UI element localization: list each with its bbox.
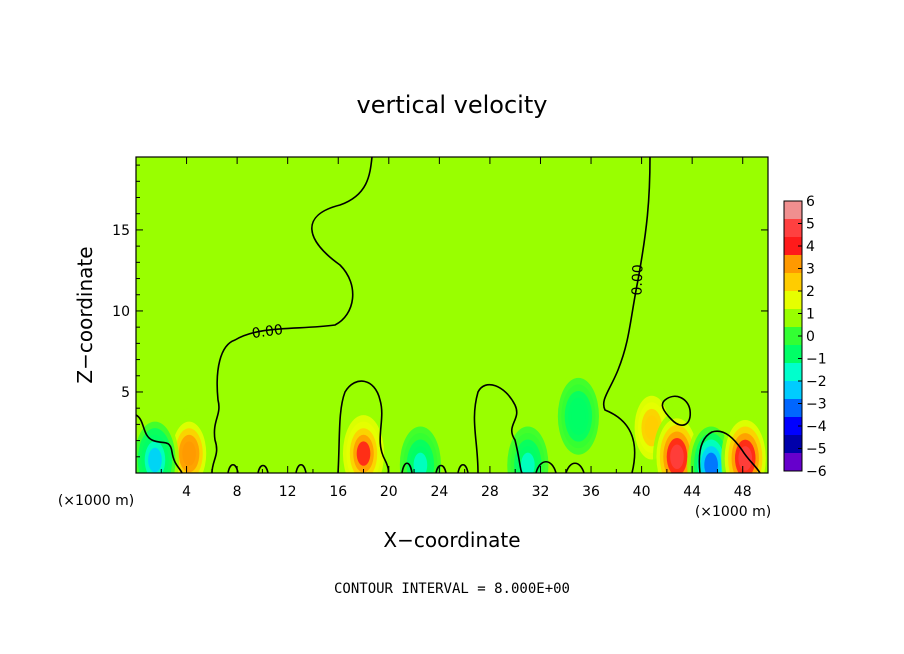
colorbar-label: −5 [806,442,827,458]
contour-line-ripples [227,460,585,473]
velocity-feature [339,408,388,473]
contour-line-bubble-28 [473,383,523,473]
colorbar-swatch [784,327,802,346]
velocity-feature [136,415,179,473]
colorbar-swatch [784,201,802,220]
feature-ring [148,447,162,473]
colorbar-label: 3 [806,262,815,278]
x-axis-label: X−coordinate [383,528,520,552]
y-axis-label: Z−coordinate [73,246,97,383]
x-tick-label: 36 [582,484,600,500]
y-tick-label: 5 [121,385,130,401]
y-tick-label: 10 [112,304,130,320]
y-axis-ticks: 5 10 15 [112,164,768,458]
feature-ring [704,452,718,473]
contour-line-left-edge [136,414,183,473]
colorbar-swatch [784,381,802,400]
contour-label-left: 0.00 [251,322,284,342]
feature-ring [571,404,586,429]
feature-ring [413,452,428,473]
x-tick-label: 28 [481,484,499,500]
colorbar-label: −1 [806,352,827,368]
contour-interval-note: CONTOUR INTERVAL = 8.000E+00 [334,581,570,597]
contour-line-bubble-18 [337,380,390,473]
x-tick-label: 24 [430,484,448,500]
x-tick-label: 16 [329,484,347,500]
velocity-feature [396,419,445,473]
feature-ring [670,444,684,470]
colorbar-swatch [784,309,802,328]
colorbar-label: 1 [806,307,815,323]
x-tick-label: 48 [734,484,752,500]
colorbar-swatch [784,237,802,256]
feature-ring [182,441,196,466]
x-unit-right: (×1000 m) [695,504,771,520]
x-tick-label: 20 [380,484,398,500]
contour-line-right-upper [602,157,651,473]
contour-line-loop-45 [698,430,761,473]
feature-ring [521,452,535,473]
colorbar-swatch [784,435,802,454]
x-tick-label: 44 [683,484,701,500]
x-tick-label: 40 [633,484,651,500]
colorbar-label: 5 [806,217,815,233]
x-tick-label: 32 [532,484,550,500]
heatmap-field [136,371,768,473]
colorbar-label: −4 [806,419,827,435]
colorbar-swatch [784,219,802,238]
colorbar-label: −6 [806,464,827,480]
colorbar-label: −2 [806,374,827,390]
colorbar-swatch [784,363,802,382]
colorbar-label: −3 [806,397,827,413]
x-unit-left: (×1000 m) [58,493,134,509]
zero-contours [136,157,761,473]
colorbar: 6 5 4 3 2 1 0 −1 −2 −3 −4 −5 −6 [783,194,827,480]
y-tick-label: 15 [112,223,130,239]
feature-ring [738,446,753,471]
colorbar-swatch [784,345,802,364]
feature-ring [644,415,659,440]
x-tick-label: 4 [182,484,191,500]
contour-label-right: 0.00 [629,264,646,296]
chart-title: vertical velocity [357,91,548,119]
x-tick-label: 8 [233,484,242,500]
colorbar-swatch [784,291,802,310]
colorbar-label: 6 [806,194,815,210]
colorbar-label: 2 [806,284,815,300]
colorbar-swatch [784,255,802,274]
colorbar-swatch [784,453,802,472]
feature-ring [356,441,371,466]
contour-line-left-upper [211,157,373,473]
contour-line-loop-41 [661,395,692,426]
colorbar-swatch [784,399,802,418]
x-tick-label: 12 [279,484,297,500]
colorbar-swatch [784,273,802,292]
plot-frame [135,156,769,474]
colorbar-swatch [784,417,802,436]
velocity-feature [554,371,603,462]
colorbar-label: 4 [806,239,815,255]
velocity-feature [652,411,701,473]
x-axis-ticks: 4 8 12 16 20 24 28 32 36 40 44 48 [160,157,752,500]
colorbar-label: 0 [806,329,815,345]
